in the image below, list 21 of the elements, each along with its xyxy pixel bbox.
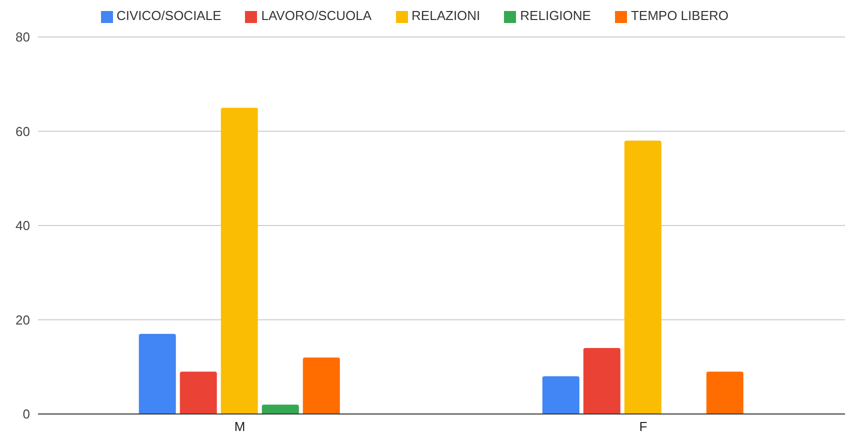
y-tick-label: 40 [16, 218, 30, 234]
legend-label: RELAZIONI [412, 8, 480, 23]
bar [583, 348, 620, 414]
y-tick-label: 60 [16, 124, 30, 139]
legend-label: CIVICO/SOCIALE [116, 8, 222, 23]
bar [302, 357, 340, 414]
y-tick-label: 80 [16, 30, 30, 45]
legend-label: LAVORO/SCUOLA [261, 8, 372, 23]
bar [180, 372, 217, 414]
bar [706, 372, 744, 414]
bar [542, 376, 580, 414]
bar [624, 140, 662, 414]
x-tick-label: F [639, 419, 648, 434]
bar [138, 334, 176, 414]
bar [220, 108, 258, 414]
x-tick-label: M [234, 419, 246, 434]
legend-label: TEMPO LIBERO [630, 8, 728, 23]
y-tick-label: 20 [16, 312, 30, 328]
bar [262, 404, 299, 414]
legend-label: RELIGIONE [520, 8, 591, 23]
y-tick-label: 0 [22, 406, 30, 422]
